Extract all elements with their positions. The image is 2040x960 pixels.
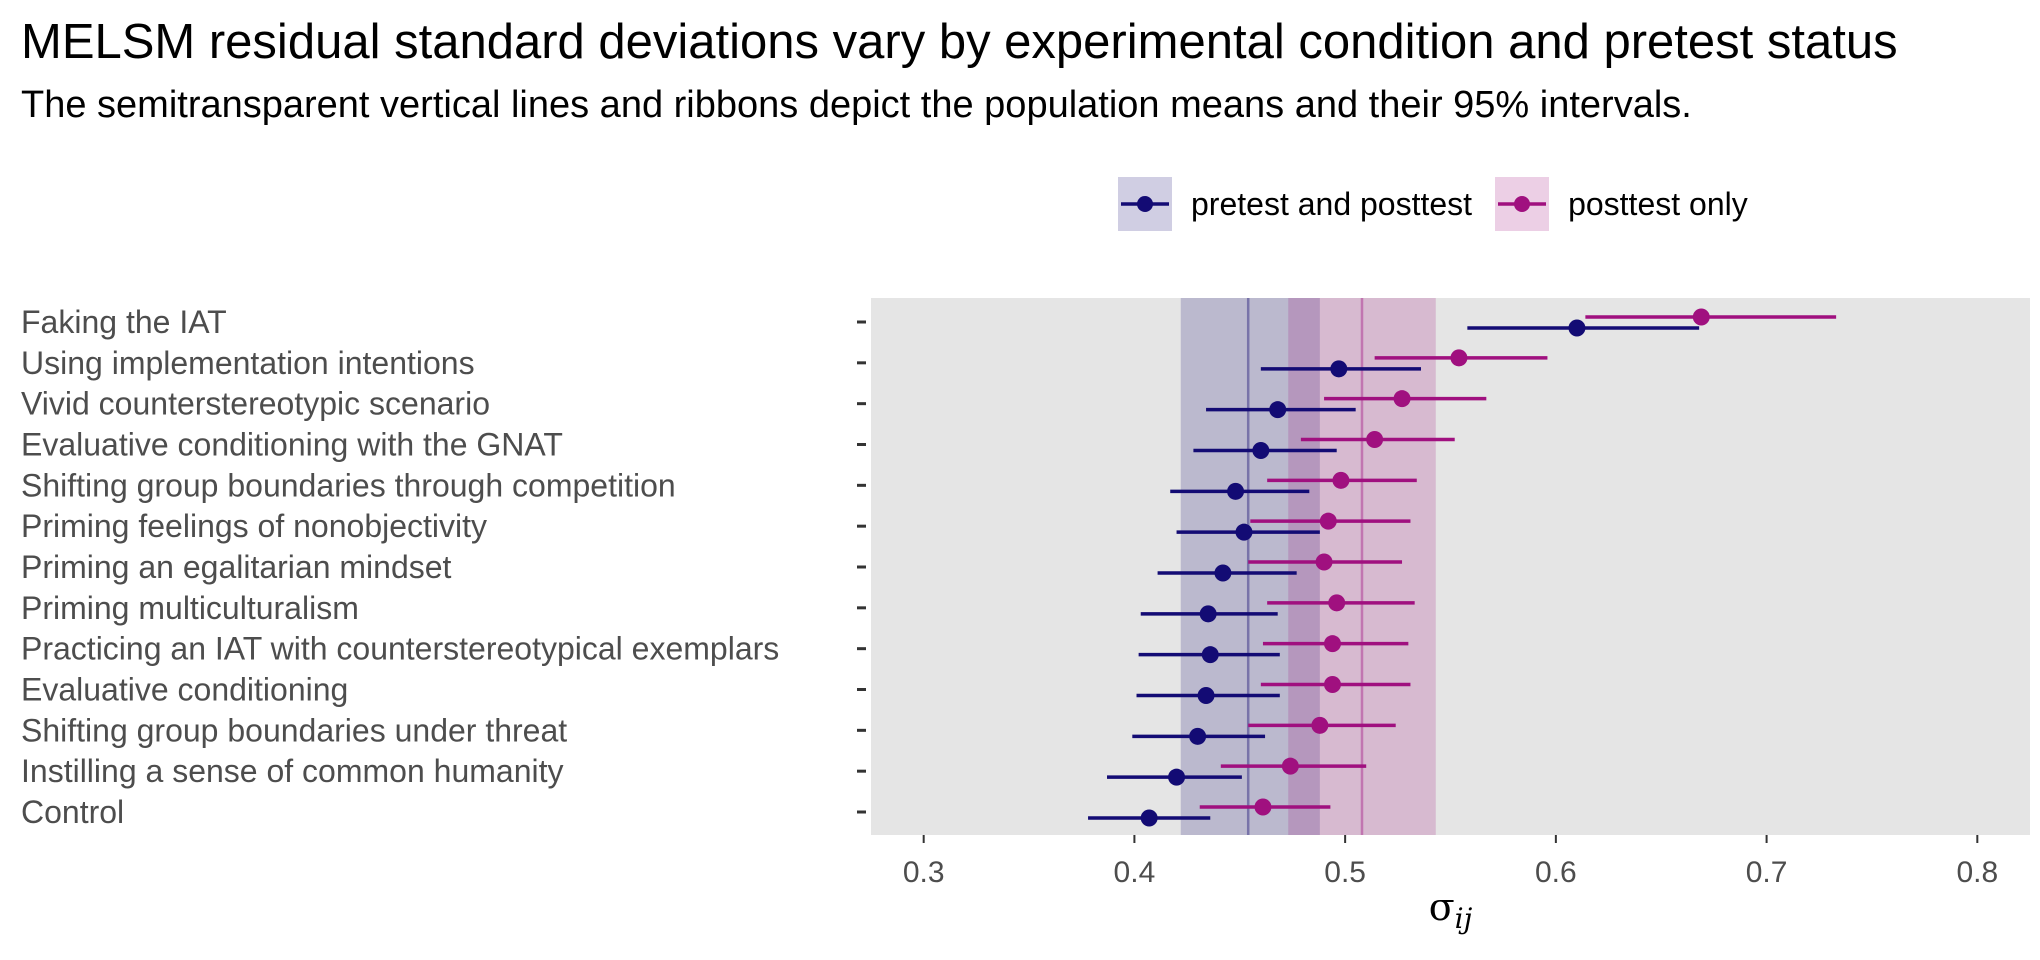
category-label: Evaluative conditioning with the GNAT [21,427,563,463]
legend-label-pretest-and-posttest: pretest and posttest [1191,185,1473,222]
chart-title: MELSM residual standard deviations vary … [21,15,1898,69]
category-label: Vivid counterstereotypic scenario [21,386,490,422]
category-label: Priming feelings of nonobjectivity [21,508,487,544]
point-pretest-and-posttest [1235,523,1253,541]
point-posttest-only [1323,676,1341,693]
category-label: Shifting group boundaries through compet… [21,467,676,503]
point-pretest-and-posttest [1330,360,1348,378]
category-label: Practicing an IAT with counterstereotypi… [21,631,779,667]
legend-label-posttest-only: posttest only [1568,185,1748,222]
point-pretest-and-posttest [1227,482,1245,500]
category-label: Control [21,794,124,830]
point-posttest-only [1450,349,1468,367]
category-label: Shifting group boundaries under threat [21,712,567,748]
category-label: Faking the IAT [21,304,227,340]
x-tick-label: 0.6 [1535,856,1577,889]
legend-item-pretest-and-posttest: pretest and posttest [1117,176,1472,232]
point-pretest-and-posttest [1214,564,1232,582]
point-pretest-and-posttest [1568,319,1586,337]
point-pretest-and-posttest [1168,768,1186,786]
category-label: Priming an egalitarian mindset [21,549,452,585]
x-tick-label: 0.3 [903,856,945,889]
legend-key-pretest-and-posttest [1117,176,1173,232]
population-interval-ribbon-pretest-and-posttest [1180,298,1320,835]
point-posttest-only [1315,553,1333,571]
legend-key-posttest-only [1494,176,1551,232]
point-posttest-only [1393,390,1411,408]
point-posttest-only [1311,716,1329,734]
x-tick-label: 0.8 [1956,856,1998,889]
plot-panel [871,298,2030,835]
x-tick-label: 0.7 [1746,856,1788,889]
point-posttest-only [1281,757,1299,775]
point-pretest-and-posttest [1140,809,1158,827]
point-posttest-only [1319,512,1337,530]
x-axis-title: σij [1429,885,1473,935]
point-posttest-only [1366,431,1384,448]
x-tick-label: 0.4 [1114,856,1156,889]
category-label: Evaluative conditioning [21,672,348,708]
point-pretest-and-posttest [1252,442,1270,459]
point-posttest-only [1332,471,1350,489]
category-label: Instilling a sense of common humanity [21,753,563,789]
population-interval-ribbon-posttest-only [1288,298,1436,835]
point-posttest-only [1323,635,1341,653]
legend: pretest and posttest posttest only [1117,176,1770,232]
point-pretest-and-posttest [1269,401,1287,419]
category-label: Using implementation intentions [21,345,475,381]
point-pretest-and-posttest [1199,605,1217,623]
point-pretest-and-posttest [1201,646,1219,664]
point-pretest-and-posttest [1189,727,1207,745]
point-pretest-and-posttest [1197,687,1215,704]
point-posttest-only [1328,594,1346,612]
chart-subtitle: The semitransparent vertical lines and r… [21,84,1692,126]
category-label: Priming multiculturalism [21,590,359,626]
point-posttest-only [1254,798,1272,816]
point-posttest-only [1692,308,1710,326]
x-tick-label: 0.5 [1324,856,1366,889]
legend-item-posttest-only: posttest only [1494,176,1748,232]
